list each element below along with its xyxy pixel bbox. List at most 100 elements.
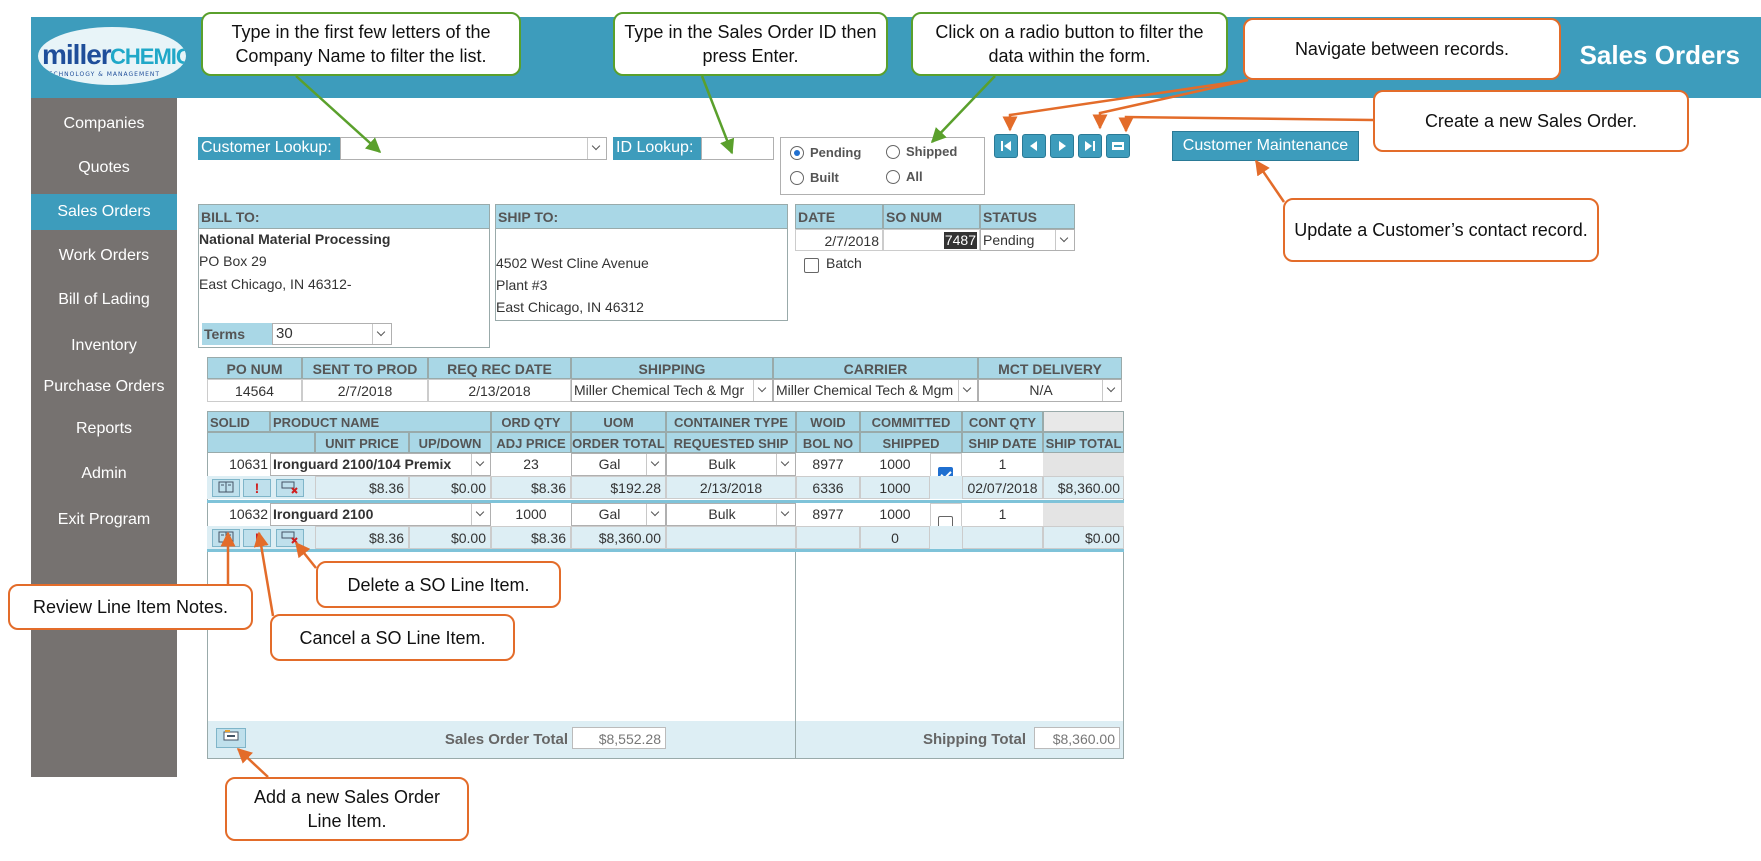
line1-unit-price[interactable]: $8.36	[315, 476, 409, 499]
batch-label: Batch	[826, 255, 862, 271]
req-rec-date-field[interactable]: 2/13/2018	[428, 379, 571, 402]
mct-delivery-header: MCT DELIVERY	[978, 357, 1122, 379]
bol-no-header: BOL NO	[796, 432, 860, 453]
line1-order-total: $192.28	[571, 476, 666, 499]
bill-to-line1: PO Box 29	[199, 253, 267, 269]
ship-date-header: SHIP DATE	[962, 432, 1043, 453]
line2-cont-qty[interactable]: 1	[998, 506, 1007, 522]
line2-requested-ship[interactable]	[666, 526, 796, 549]
callout-navigate: Navigate between records.	[1243, 18, 1561, 80]
panel-divider	[795, 548, 796, 759]
customer-lookup-combo[interactable]	[340, 137, 607, 160]
chevron-down-icon[interactable]	[372, 324, 391, 344]
line1-woid: 8977	[812, 456, 844, 472]
line1-ship-date[interactable]: 02/07/2018	[962, 476, 1043, 499]
new-sales-order-button[interactable]	[1106, 134, 1130, 158]
woid-header: WOID	[796, 411, 860, 432]
next-record-button[interactable]	[1050, 134, 1074, 158]
bill-to-name: National Material Processing	[199, 231, 391, 247]
line1-cancel-button[interactable]: !	[243, 479, 271, 497]
sidebar-item-admin[interactable]: Admin	[81, 465, 127, 482]
line2-solid: 10632	[229, 506, 268, 522]
status-combo[interactable]: Pending	[980, 229, 1075, 251]
line2-unit-price[interactable]: $8.36	[315, 526, 409, 549]
ship-to-line1: 4502 West Cline Avenue	[496, 255, 649, 271]
line1-requested-ship[interactable]: 2/13/2018	[666, 476, 796, 499]
terms-combo[interactable]: 30	[272, 323, 392, 345]
ship-to-line3: East Chicago, IN 46312	[496, 299, 644, 315]
line2-ord-qty[interactable]: 1000	[515, 506, 547, 522]
line1-ord-qty[interactable]: 23	[523, 456, 539, 472]
line2-woid: 8977	[812, 506, 844, 522]
sidebar-item-companies[interactable]: Companies	[63, 115, 145, 132]
shipping-combo[interactable]: Miller Chemical Tech & Mgr	[571, 379, 773, 402]
sidebar-item-exit-program[interactable]: Exit Program	[57, 511, 151, 528]
customer-maintenance-button[interactable]: Customer Maintenance	[1172, 131, 1359, 161]
mct-delivery-combo[interactable]: N/A	[978, 379, 1122, 402]
line1-adj-price: $8.36	[491, 476, 571, 499]
chevron-down-icon[interactable]	[471, 454, 490, 475]
line1-ship-total: $8,360.00	[1043, 476, 1124, 499]
so-num-field[interactable]: 7487	[883, 229, 980, 251]
line2-delete-button[interactable]	[276, 529, 304, 547]
filter-built-radio[interactable]	[790, 171, 804, 185]
ship-to-line2: Plant #3	[496, 277, 548, 293]
filter-all-radio[interactable]	[886, 170, 900, 184]
sidebar-item-work-orders[interactable]: Work Orders	[58, 247, 150, 264]
filter-pending-radio[interactable]	[790, 146, 804, 160]
first-record-icon	[1001, 141, 1011, 151]
carrier-combo[interactable]: Miller Chemical Tech & Mgm	[773, 379, 978, 402]
line2-uom-combo[interactable]: Gal	[571, 503, 666, 526]
id-lookup-input[interactable]	[701, 137, 774, 160]
chevron-down-icon[interactable]	[776, 504, 795, 525]
req-rec-date-header: REQ REC DATE	[428, 357, 571, 379]
sidebar-item-bill-of-lading[interactable]: Bill of Lading	[58, 291, 150, 308]
filter-shipped-radio[interactable]	[886, 145, 900, 159]
batch-checkbox[interactable]	[804, 258, 819, 273]
last-record-icon	[1085, 141, 1095, 151]
add-line-item-button[interactable]	[216, 728, 246, 748]
chevron-down-icon[interactable]	[646, 454, 665, 475]
sidebar-item-quotes[interactable]: Quotes	[78, 159, 130, 176]
line2-shipped: 0	[860, 526, 930, 549]
previous-record-icon	[1030, 141, 1037, 151]
line2-order-total: $8,360.00	[571, 526, 666, 549]
bill-to-line2: East Chicago, IN 46312-	[199, 276, 352, 292]
chevron-down-icon[interactable]	[776, 454, 795, 475]
chevron-down-icon[interactable]	[587, 138, 606, 159]
first-record-button[interactable]	[994, 134, 1018, 158]
carrier-header: CARRIER	[773, 357, 978, 379]
line2-ship-date[interactable]	[962, 526, 1043, 549]
line1-up-down[interactable]: $0.00	[409, 476, 491, 499]
sent-to-prod-field[interactable]: 2/7/2018	[302, 379, 428, 402]
po-num-field[interactable]: 14564	[207, 379, 302, 402]
line1-committed: 1000	[879, 456, 911, 472]
shipping-header: SHIPPING	[571, 357, 773, 379]
chevron-down-icon[interactable]	[471, 504, 490, 525]
line1-product-combo[interactable]: Ironguard 2100/104 Premix	[270, 453, 491, 476]
line2-up-down[interactable]: $0.00	[409, 526, 491, 549]
line2-product-combo[interactable]: Ironguard 2100	[270, 503, 491, 526]
previous-record-button[interactable]	[1022, 134, 1046, 158]
line1-uom-combo[interactable]: Gal	[571, 453, 666, 476]
blank-subheader	[207, 432, 315, 453]
line1-delete-button[interactable]	[276, 479, 304, 497]
callout-review-notes: Review Line Item Notes.	[8, 584, 253, 630]
chevron-down-icon[interactable]	[1055, 230, 1074, 250]
line2-container-combo[interactable]: Bulk	[666, 503, 796, 526]
line1-container-combo[interactable]: Bulk	[666, 453, 796, 476]
row-separator	[207, 500, 1124, 503]
sidebar-item-inventory[interactable]: Inventory	[71, 337, 137, 354]
line1-notes-button[interactable]	[212, 479, 240, 497]
chevron-down-icon[interactable]	[958, 380, 977, 401]
sidebar-item-sales-orders[interactable]: Sales Orders	[31, 194, 177, 230]
sidebar-item-reports[interactable]: Reports	[75, 420, 133, 437]
chevron-down-icon[interactable]	[1102, 380, 1121, 401]
order-date-field[interactable]: 2/7/2018	[795, 229, 883, 251]
line1-cont-qty[interactable]: 1	[998, 456, 1007, 472]
chevron-down-icon[interactable]	[646, 504, 665, 525]
sidebar-item-purchase-orders[interactable]: Purchase Orders	[43, 378, 165, 395]
chevron-down-icon[interactable]	[753, 380, 772, 401]
bill-to-header: BILL TO:	[198, 204, 490, 229]
last-record-button[interactable]	[1078, 134, 1102, 158]
